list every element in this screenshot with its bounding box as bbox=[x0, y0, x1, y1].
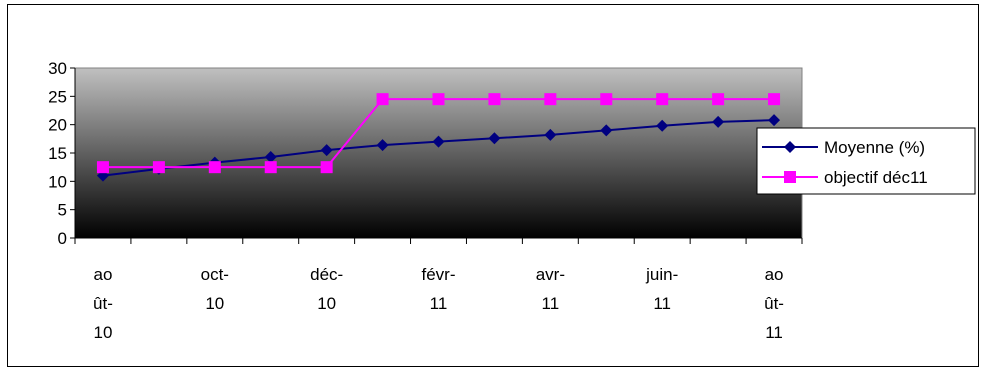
x-tick-label: ao ût-11 bbox=[764, 265, 784, 342]
data-point bbox=[96, 161, 109, 174]
data-point bbox=[208, 161, 221, 174]
data-point bbox=[600, 93, 613, 106]
legend-label: objectif déc11 bbox=[824, 168, 928, 187]
x-tick-label: févr-11 bbox=[422, 265, 456, 313]
y-tick-label: 30 bbox=[48, 59, 67, 78]
x-tick-label: juin-11 bbox=[645, 265, 678, 313]
data-point bbox=[320, 144, 333, 157]
data-point bbox=[768, 114, 781, 127]
legend-marker bbox=[784, 171, 796, 183]
y-tick-label: 25 bbox=[48, 87, 67, 106]
y-tick-label: 15 bbox=[48, 144, 67, 163]
data-point bbox=[656, 119, 669, 132]
data-point bbox=[656, 93, 669, 106]
x-tick-label: ao ût-10 bbox=[93, 265, 113, 342]
legend: Moyenne (%) objectif déc11 bbox=[756, 127, 976, 195]
data-point bbox=[152, 161, 165, 174]
y-tick-label: 5 bbox=[58, 201, 67, 220]
data-point bbox=[376, 139, 389, 152]
data-point bbox=[432, 93, 445, 106]
data-point bbox=[544, 93, 557, 106]
x-tick-label: avr-11 bbox=[536, 265, 565, 313]
data-point bbox=[600, 124, 613, 137]
data-point bbox=[264, 150, 277, 163]
data-point bbox=[432, 135, 445, 148]
data-point bbox=[320, 161, 333, 174]
data-point bbox=[544, 128, 557, 141]
y-tick-label: 20 bbox=[48, 116, 67, 135]
legend-label: Moyenne (%) bbox=[824, 138, 925, 157]
data-point bbox=[768, 93, 781, 106]
data-point bbox=[264, 161, 277, 174]
x-tick-label: oct-10 bbox=[201, 265, 229, 313]
data-point bbox=[712, 115, 725, 128]
y-tick-label: 10 bbox=[48, 172, 67, 191]
legend-marker bbox=[784, 141, 796, 153]
data-point bbox=[488, 93, 501, 106]
y-tick-label: 0 bbox=[58, 229, 67, 248]
data-point bbox=[712, 93, 725, 106]
data-point bbox=[376, 93, 389, 106]
y-axis: 0 5 10 15 20 25 30 bbox=[48, 59, 76, 248]
data-point bbox=[488, 132, 501, 145]
series-layer bbox=[96, 93, 781, 182]
x-tick-label: déc-10 bbox=[310, 265, 343, 313]
x-axis: ao ût-10 oct-10 déc-10 févr-11 avr-11 juin-11 a… bbox=[74, 237, 803, 342]
